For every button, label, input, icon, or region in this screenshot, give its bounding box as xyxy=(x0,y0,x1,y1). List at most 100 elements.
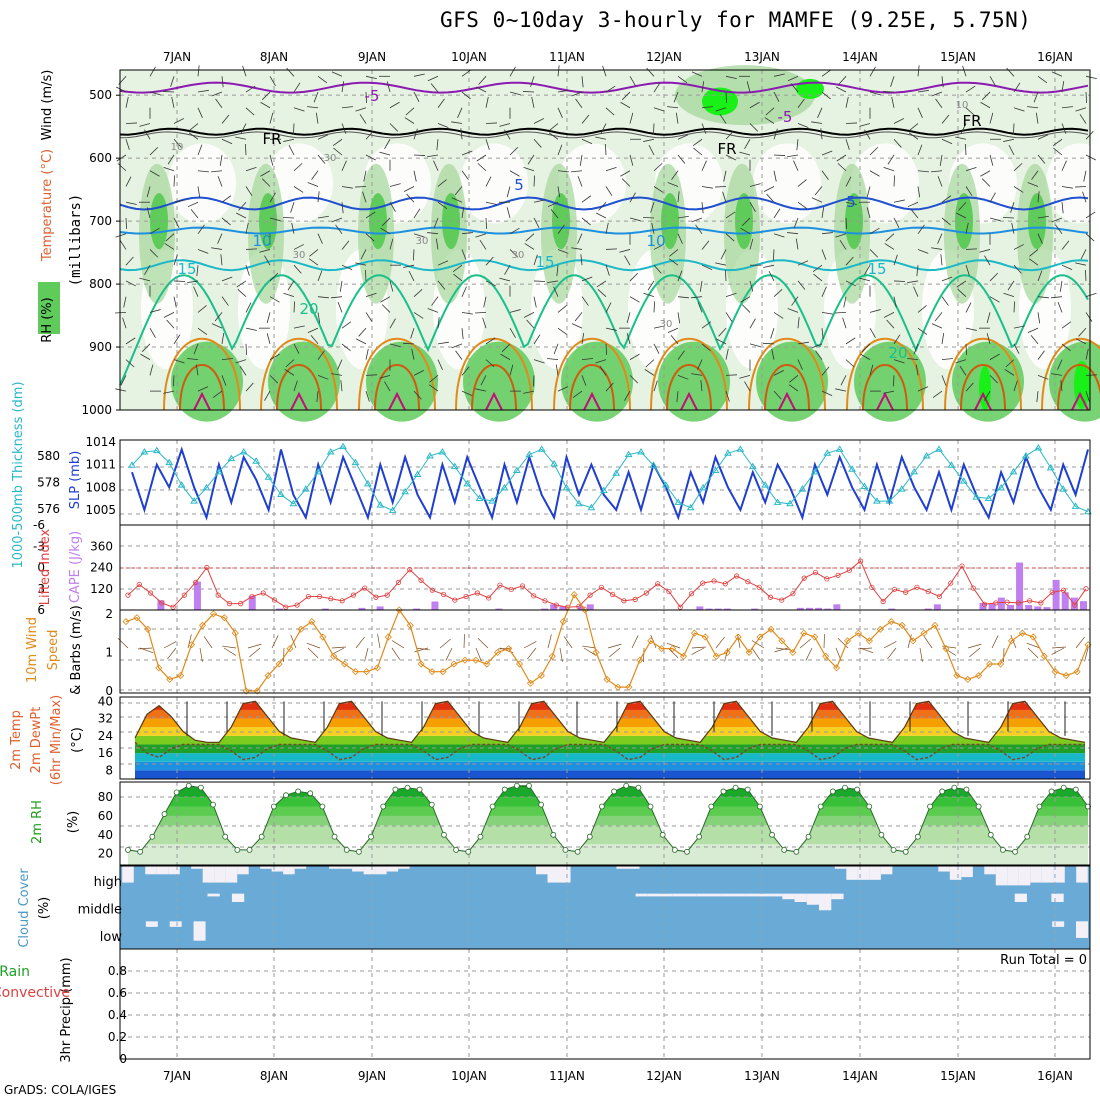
wind-barb xyxy=(581,195,592,203)
wind10m-barb xyxy=(203,636,213,649)
wind-barb xyxy=(454,186,463,196)
wind-barb xyxy=(1051,373,1063,376)
wind-barb xyxy=(980,170,991,177)
wind10m-barb xyxy=(751,640,765,649)
wind-barb xyxy=(739,374,751,379)
wind-barb xyxy=(509,170,520,177)
lifted-index-marker xyxy=(305,593,311,600)
wind-barb xyxy=(339,280,343,292)
wind-barb xyxy=(1031,170,1039,180)
wind-barb xyxy=(332,138,343,147)
thickness-ylabel: 1000-500mb Thickness (dm) xyxy=(11,381,26,568)
wind-barb xyxy=(931,91,943,97)
wind-barb xyxy=(869,170,880,177)
wind-barb xyxy=(533,359,545,364)
temp-band xyxy=(120,695,1090,701)
cape-bar xyxy=(495,608,503,610)
wind-barb xyxy=(725,75,737,79)
wind-barb xyxy=(620,170,631,177)
wind-barb xyxy=(269,296,280,303)
lifted-index-ylabel: Lifted Index xyxy=(38,528,53,605)
wind-barb xyxy=(380,227,391,235)
wind-barb xyxy=(452,264,463,272)
isotherm-35 xyxy=(974,391,992,411)
wind-barb xyxy=(595,136,607,140)
x-tick-label-bottom: 10JAN xyxy=(451,1069,487,1083)
wind-barb xyxy=(525,233,535,242)
wind10m-marker xyxy=(1007,637,1016,645)
isotherm-25 xyxy=(650,337,728,411)
wind-barb xyxy=(1051,296,1063,299)
wind-barb xyxy=(433,217,439,229)
wind-barb xyxy=(667,182,679,187)
wind-barb xyxy=(293,82,301,93)
wind-barb xyxy=(602,65,607,77)
rh2m-marker xyxy=(708,803,715,810)
wind-barb xyxy=(647,280,655,291)
wind-barb xyxy=(1006,67,1015,77)
wind-barb xyxy=(701,186,713,189)
wind-barb xyxy=(669,249,679,257)
wind-barb xyxy=(509,249,519,258)
wind-barb xyxy=(549,123,559,131)
wind10m-marker xyxy=(723,648,731,656)
wind10m-barb xyxy=(607,643,622,649)
wind-barb xyxy=(571,247,583,250)
lifted-index-marker xyxy=(835,572,841,578)
wind-barb xyxy=(125,217,127,229)
wind-barb xyxy=(787,154,799,158)
wind-barb xyxy=(605,143,607,156)
wind-barb xyxy=(1013,82,1021,93)
wind10m-ylabel-2: Speed xyxy=(46,630,61,671)
thickness-marker xyxy=(661,481,670,488)
wind-barb xyxy=(173,375,175,387)
wind-barb xyxy=(235,359,247,364)
rh2m-marker xyxy=(198,784,204,791)
thickness-marker xyxy=(475,494,484,501)
isotherm-35 xyxy=(876,391,894,411)
cape-bar xyxy=(1052,579,1060,610)
cape-tick-label: 360 xyxy=(90,539,113,553)
lifted-index-marker xyxy=(846,567,852,573)
wind-barb xyxy=(744,381,751,392)
wind-barb xyxy=(221,332,225,344)
wind-barb xyxy=(619,249,631,253)
wind-barb xyxy=(910,209,919,219)
cloud-middle-bar xyxy=(684,893,697,897)
wind10m-marker xyxy=(526,679,535,687)
wind-barb xyxy=(307,106,319,109)
wind-barb xyxy=(956,212,967,219)
rh-low-moist xyxy=(366,341,438,422)
wind-barb xyxy=(989,296,1000,303)
wind-barb xyxy=(335,224,343,234)
wind-barb xyxy=(989,154,994,166)
wind-barb xyxy=(693,147,703,156)
wind-barb xyxy=(980,101,991,109)
wind-barb xyxy=(1061,186,1073,189)
isotherm-10 xyxy=(119,226,1089,235)
wind-barb xyxy=(485,139,490,150)
slp-tick-label: 1011 xyxy=(85,458,116,472)
slp-ylabel: SLP (mb) xyxy=(68,451,83,510)
rh2m-marker xyxy=(866,803,873,810)
wind-barb xyxy=(941,276,953,282)
wind-barb xyxy=(547,201,559,208)
wind10m-marker xyxy=(614,683,622,691)
cape-bar xyxy=(723,608,731,610)
wind-barb xyxy=(701,321,712,329)
wind-barb xyxy=(413,312,424,319)
thickness-marker xyxy=(972,493,981,500)
lifted-index-marker xyxy=(745,579,751,585)
rh2m-marker xyxy=(343,847,350,853)
isotherm-20 xyxy=(119,274,1089,386)
wind-barb xyxy=(451,343,463,349)
cape-bar xyxy=(586,604,594,610)
lifted-index-marker xyxy=(801,575,807,581)
lifted-index-marker xyxy=(429,587,435,593)
wind-barb xyxy=(283,138,295,142)
wind-barb xyxy=(773,289,783,297)
wind-barb xyxy=(317,134,329,140)
wind-barb xyxy=(285,359,295,368)
cloud-high-bar xyxy=(202,866,215,883)
wind10m-barb xyxy=(967,643,982,649)
